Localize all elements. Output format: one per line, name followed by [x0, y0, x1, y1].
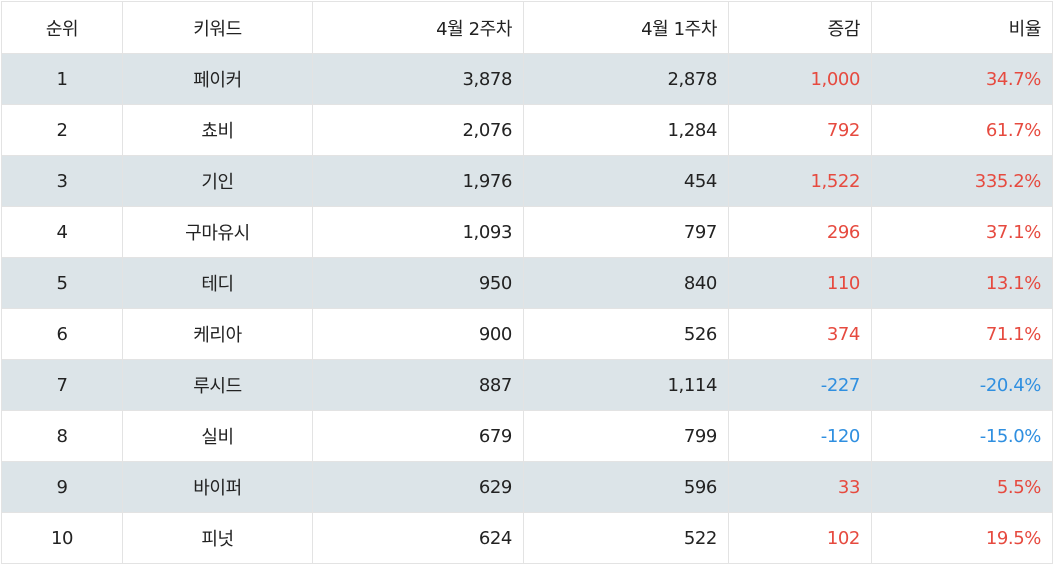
- cell-ratio: 34.7%: [871, 53, 1053, 105]
- cell-keyword: 피넛: [122, 512, 313, 564]
- cell-week1: 840: [523, 257, 729, 309]
- cell-ratio: 19.5%: [871, 512, 1053, 564]
- table-body: 1 페이커 3,878 2,878 1,000 34.7% 2 쵸비 2,076 1,284 792…: [1, 53, 1053, 564]
- cell-ratio: 13.1%: [871, 257, 1053, 309]
- cell-week2: 3,878: [312, 53, 524, 105]
- cell-week1: 1,284: [523, 104, 729, 156]
- header-rank: 순위: [1, 1, 123, 54]
- cell-keyword: 기인: [122, 155, 313, 207]
- cell-change: 1,000: [728, 53, 872, 105]
- cell-week2: 1,976: [312, 155, 524, 207]
- cell-rank: 5: [1, 257, 123, 309]
- header-change: 증감: [728, 1, 872, 54]
- table-header: 순위 키워드 4월 2주차 4월 1주차 증감 비율: [1, 1, 1053, 54]
- cell-ratio: 335.2%: [871, 155, 1053, 207]
- cell-ratio: 71.1%: [871, 308, 1053, 360]
- table-row: 10 피넛 624 522 102 19.5%: [1, 512, 1053, 564]
- cell-change: 296: [728, 206, 872, 258]
- cell-week2: 679: [312, 410, 524, 462]
- cell-week2: 2,076: [312, 104, 524, 156]
- cell-ratio: 61.7%: [871, 104, 1053, 156]
- header-week1: 4월 1주차: [523, 1, 729, 54]
- table-row: 6 케리아 900 526 374 71.1%: [1, 308, 1053, 360]
- table-row: 3 기인 1,976 454 1,522 335.2%: [1, 155, 1053, 207]
- cell-change: 792: [728, 104, 872, 156]
- cell-rank: 4: [1, 206, 123, 258]
- cell-change: 1,522: [728, 155, 872, 207]
- cell-rank: 10: [1, 512, 123, 564]
- cell-rank: 6: [1, 308, 123, 360]
- cell-ratio: -20.4%: [871, 359, 1053, 411]
- cell-rank: 7: [1, 359, 123, 411]
- cell-rank: 1: [1, 53, 123, 105]
- cell-keyword: 테디: [122, 257, 313, 309]
- table-row: 2 쵸비 2,076 1,284 792 61.7%: [1, 104, 1053, 156]
- cell-week1: 596: [523, 461, 729, 513]
- cell-rank: 2: [1, 104, 123, 156]
- cell-ratio: 5.5%: [871, 461, 1053, 513]
- cell-change: 110: [728, 257, 872, 309]
- cell-keyword: 구마유시: [122, 206, 313, 258]
- cell-change: 33: [728, 461, 872, 513]
- cell-change: -227: [728, 359, 872, 411]
- table-row: 4 구마유시 1,093 797 296 37.1%: [1, 206, 1053, 258]
- cell-week2: 950: [312, 257, 524, 309]
- cell-week2: 624: [312, 512, 524, 564]
- table-row: 5 테디 950 840 110 13.1%: [1, 257, 1053, 309]
- cell-keyword: 실비: [122, 410, 313, 462]
- table-row: 7 루시드 887 1,114 -227 -20.4%: [1, 359, 1053, 411]
- cell-week1: 526: [523, 308, 729, 360]
- cell-keyword: 쵸비: [122, 104, 313, 156]
- cell-week1: 2,878: [523, 53, 729, 105]
- cell-change: 102: [728, 512, 872, 564]
- cell-rank: 8: [1, 410, 123, 462]
- keyword-ranking-table: 순위 키워드 4월 2주차 4월 1주차 증감 비율 1 페이커 3,878 2,87…: [1, 1, 1053, 564]
- header-keyword: 키워드: [122, 1, 313, 54]
- table-row: 1 페이커 3,878 2,878 1,000 34.7%: [1, 53, 1053, 105]
- cell-rank: 3: [1, 155, 123, 207]
- header-row: 순위 키워드 4월 2주차 4월 1주차 증감 비율: [1, 1, 1053, 54]
- cell-week1: 1,114: [523, 359, 729, 411]
- cell-ratio: 37.1%: [871, 206, 1053, 258]
- cell-week1: 454: [523, 155, 729, 207]
- header-ratio: 비율: [871, 1, 1053, 54]
- header-week2: 4월 2주차: [312, 1, 524, 54]
- table-row: 8 실비 679 799 -120 -15.0%: [1, 410, 1053, 462]
- cell-week1: 522: [523, 512, 729, 564]
- cell-change: 374: [728, 308, 872, 360]
- cell-rank: 9: [1, 461, 123, 513]
- cell-week2: 1,093: [312, 206, 524, 258]
- table-row: 9 바이퍼 629 596 33 5.5%: [1, 461, 1053, 513]
- cell-week2: 887: [312, 359, 524, 411]
- cell-keyword: 케리아: [122, 308, 313, 360]
- cell-week2: 629: [312, 461, 524, 513]
- cell-week1: 797: [523, 206, 729, 258]
- cell-ratio: -15.0%: [871, 410, 1053, 462]
- cell-keyword: 페이커: [122, 53, 313, 105]
- cell-keyword: 바이퍼: [122, 461, 313, 513]
- cell-keyword: 루시드: [122, 359, 313, 411]
- cell-week1: 799: [523, 410, 729, 462]
- cell-change: -120: [728, 410, 872, 462]
- cell-week2: 900: [312, 308, 524, 360]
